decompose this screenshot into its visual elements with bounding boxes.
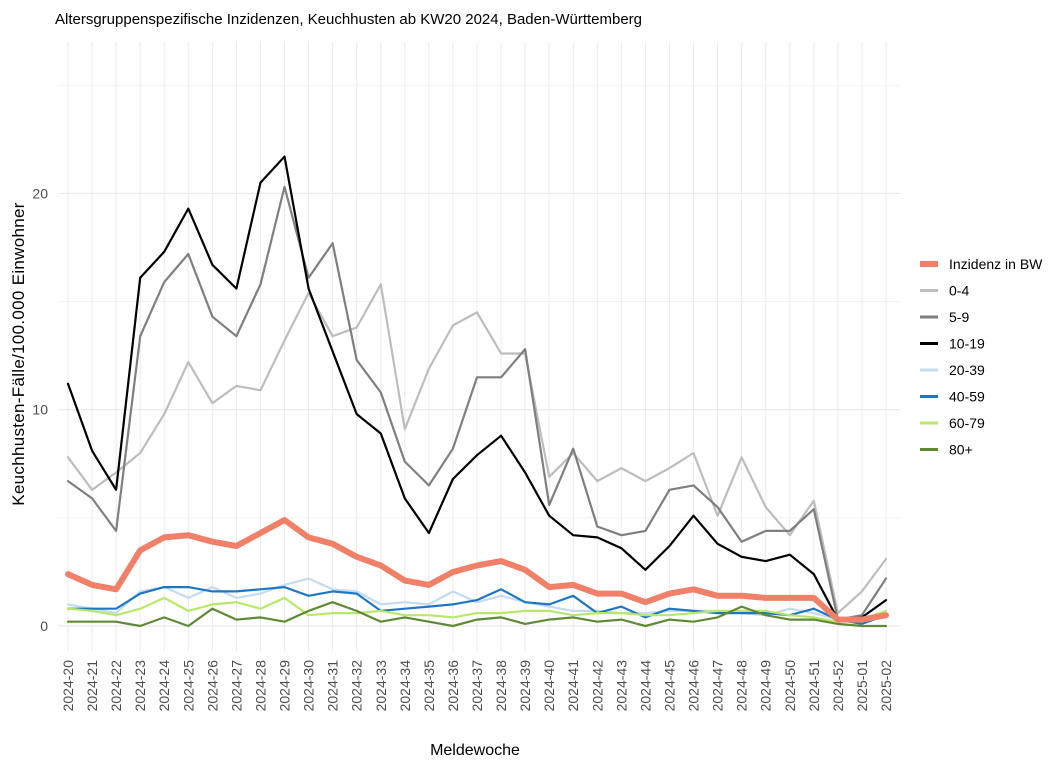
x-tick-label: 2024-50 (782, 660, 798, 712)
grid (58, 42, 900, 652)
legend-label: 40-59 (949, 389, 985, 405)
legend-label: 5-9 (949, 309, 969, 325)
x-tick-label: 2024-27 (228, 660, 244, 712)
legend-label: 20-39 (949, 362, 985, 378)
y-axis-ticks: 0 10 20 (32, 185, 48, 634)
x-tick-label: 2024-41 (565, 660, 581, 712)
x-tick-label: 2024-30 (301, 660, 317, 712)
x-tick-label: 2024-38 (493, 660, 509, 712)
x-tick-label: 2024-22 (108, 660, 124, 712)
x-tick-label: 2024-40 (541, 660, 557, 712)
x-tick-label: 2024-49 (758, 660, 774, 712)
series-line-60-79 (66, 596, 888, 623)
chart-title: Altersgruppenspezifische Inzidenzen, Keu… (55, 11, 642, 28)
x-tick-label: 2024-29 (277, 660, 293, 712)
series-line-0-4 (66, 283, 888, 615)
x-tick-label: 2024-36 (445, 660, 461, 712)
legend-label: 0-4 (949, 283, 969, 299)
x-tick-label: 2025-01 (854, 660, 870, 712)
x-tick-label: 2025-02 (878, 660, 894, 712)
x-axis-ticks: 2024-20 2024-21 2024-22 2024-23 2024-24 2024-… (60, 660, 894, 712)
x-tick-label: 2024-25 (180, 660, 196, 712)
legend-label: 60-79 (949, 415, 985, 431)
legend: Inzidenz in BW 0-4 5-9 10-19 20-39 40-59 60-79… (920, 256, 1043, 458)
x-tick-label: 2024-47 (710, 660, 726, 712)
x-tick-label: 2024-37 (469, 660, 485, 712)
series-line-40-59 (66, 585, 888, 626)
y-tick-label: 0 (40, 618, 48, 634)
x-axis-title: Meldewoche (430, 742, 520, 759)
x-tick-label: 2024-31 (325, 660, 341, 712)
legend-label: 10-19 (949, 336, 985, 352)
x-tick-label: 2024-46 (686, 660, 702, 712)
x-tick-label: 2024-52 (830, 660, 846, 712)
x-tick-label: 2024-39 (517, 660, 533, 712)
series-lines (65, 155, 889, 628)
series-line-80- (66, 601, 888, 628)
x-tick-label: 2024-45 (662, 660, 678, 712)
x-tick-label: 2024-44 (637, 660, 653, 712)
x-tick-label: 2024-48 (734, 660, 750, 712)
x-tick-label: 2024-21 (84, 660, 100, 712)
x-tick-label: 2024-24 (156, 660, 172, 712)
x-tick-label: 2024-51 (806, 660, 822, 712)
x-tick-label: 2024-43 (613, 660, 629, 712)
y-axis-title: Keuchhusten-Fälle/100.000 Einwohner (9, 202, 28, 506)
legend-label: Inzidenz in BW (949, 256, 1043, 272)
x-tick-label: 2024-42 (589, 660, 605, 712)
x-tick-label: 2024-26 (204, 660, 220, 712)
series-line-5-9 (66, 185, 888, 621)
x-tick-label: 2024-35 (421, 660, 437, 712)
x-tick-label: 2024-20 (60, 660, 76, 712)
series-line-10-19 (66, 155, 888, 621)
x-tick-label: 2024-32 (349, 660, 365, 712)
y-tick-label: 20 (32, 185, 48, 201)
x-tick-label: 2024-33 (373, 660, 389, 712)
series-line-inzidenz-in-bw (65, 517, 889, 623)
y-tick-label: 10 (32, 402, 48, 418)
x-tick-label: 2024-23 (132, 660, 148, 712)
legend-label: 80+ (949, 442, 973, 458)
x-tick-label: 2024-34 (397, 660, 413, 712)
x-tick-label: 2024-28 (253, 660, 269, 712)
